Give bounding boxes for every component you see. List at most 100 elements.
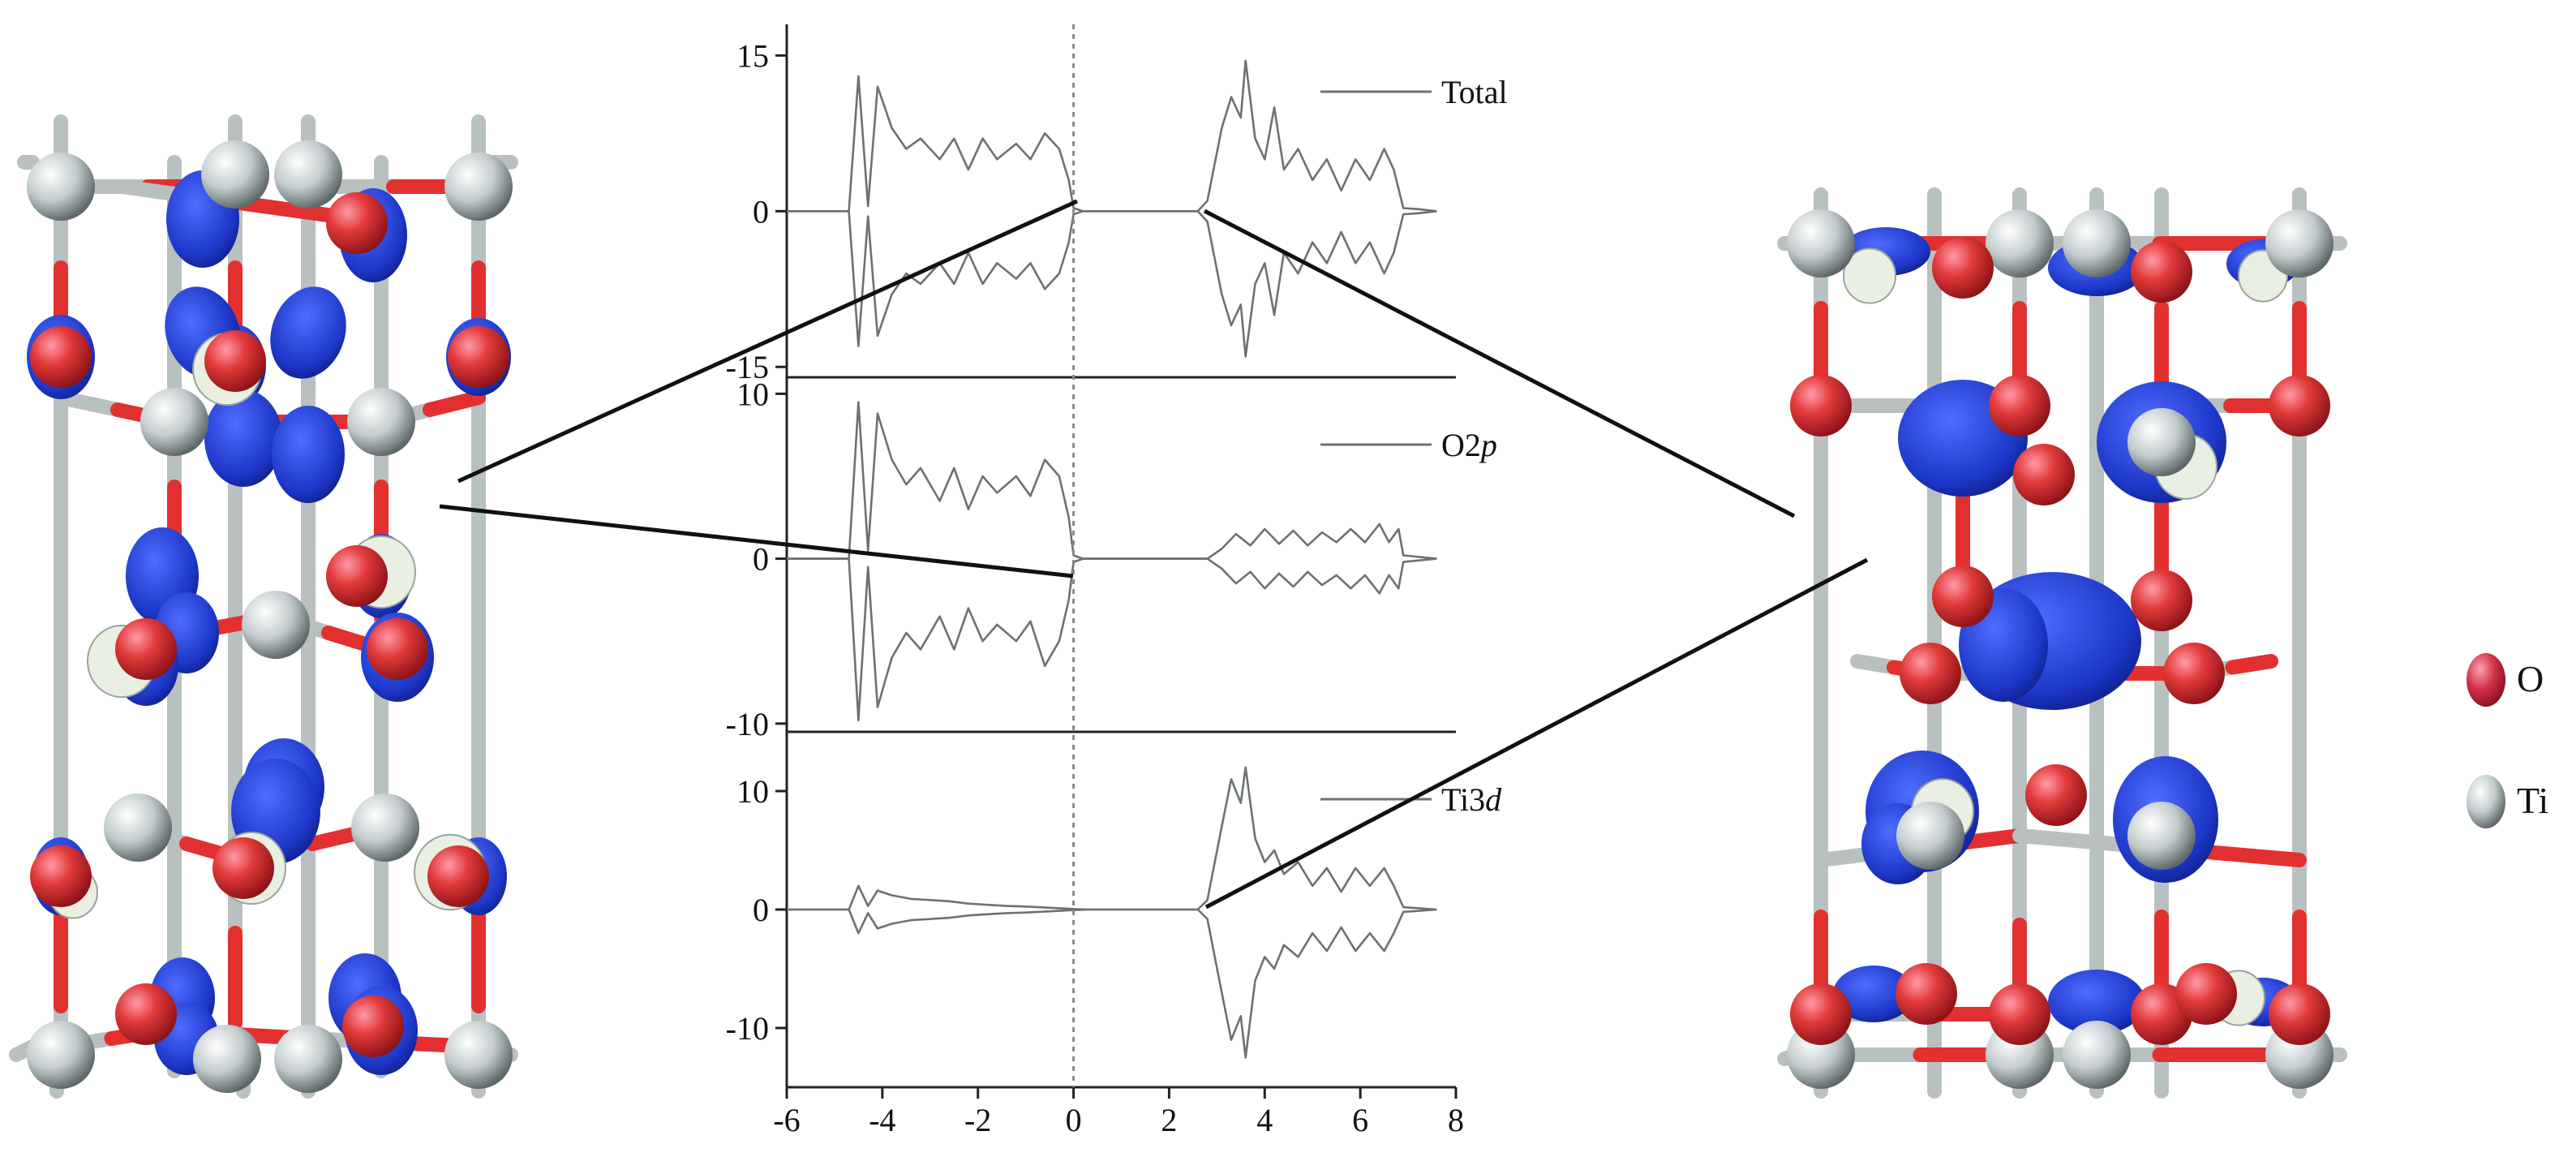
dos-panel-o2p: 10 0 -10 O2p <box>726 376 1497 742</box>
titanium-atom <box>444 1021 513 1089</box>
connector-right-upper <box>1203 209 1796 518</box>
x-tick-label: 8 <box>1448 1102 1464 1138</box>
oxygen-atom <box>1790 375 1852 437</box>
y-tick-label: -10 <box>726 706 769 742</box>
oxygen-atom <box>367 618 428 680</box>
titanium-atom <box>1986 209 2054 277</box>
oxygen-atom <box>326 545 388 607</box>
right-crystal-structure <box>1777 187 2347 1099</box>
x-tick-label: 6 <box>1352 1102 1368 1138</box>
oxygen-atom <box>1896 963 1957 1025</box>
y-tick-label: -10 <box>726 1010 769 1047</box>
left-crystal-structure <box>9 114 518 1099</box>
oxygen-atom <box>30 326 92 388</box>
oxygen-atom <box>30 845 92 907</box>
oxygen-atom <box>1989 983 2050 1045</box>
oxygen-atom <box>204 330 266 392</box>
titanium-atom <box>201 140 269 209</box>
oxygen-atom <box>1932 237 1994 299</box>
y-tick-label: 10 <box>736 773 769 810</box>
connector-left-upper <box>457 199 1079 484</box>
x-tick-label: -4 <box>869 1102 895 1138</box>
connector-right-lower <box>1204 557 1869 910</box>
dos-curve-spin-up <box>787 766 1437 911</box>
bond <box>423 390 486 417</box>
oxygen-legend-icon <box>2467 653 2505 707</box>
y-tick-label: 15 <box>736 37 769 74</box>
oxygen-atom <box>2269 375 2330 437</box>
legend-label: Total <box>1441 74 1508 110</box>
titanium-atom <box>242 591 310 659</box>
y-tick-label: 10 <box>736 376 769 412</box>
oxygen-atom <box>2131 241 2192 303</box>
oxygen-atom <box>448 326 509 388</box>
oxygen-atom <box>2269 983 2330 1045</box>
titanium-atom <box>351 794 419 862</box>
orbital-shell <box>1843 247 1896 304</box>
orbital-lobe <box>204 389 282 487</box>
oxygen-atom <box>1790 983 1852 1045</box>
bond <box>2225 654 2278 675</box>
legend-label: O2p <box>1441 427 1497 463</box>
oxygen-atom <box>326 192 388 254</box>
titanium-atom <box>274 1025 342 1093</box>
titanium-atom <box>444 153 513 221</box>
titanium-atom <box>27 1021 95 1089</box>
x-tick-label: 2 <box>1161 1102 1177 1138</box>
titanium-atom <box>27 153 95 221</box>
oxygen-atom <box>1900 643 1961 704</box>
oxygen-atom <box>2131 570 2192 631</box>
dos-curve-spin-down <box>787 210 1437 358</box>
titanium-atom <box>104 794 172 862</box>
dos-curve-spin-up <box>787 59 1437 213</box>
orbital-lobe <box>270 286 346 379</box>
connector-left-lower <box>439 504 1074 578</box>
titanium-atom <box>193 1025 261 1093</box>
oxygen-atom <box>1989 375 2050 437</box>
oxygen-atom <box>115 618 177 680</box>
dos-curve-spin-up <box>787 401 1437 560</box>
orbital-lobe <box>2048 970 2145 1034</box>
titanium-atom <box>1896 802 1964 870</box>
dos-curve-spin-down <box>787 908 1437 1059</box>
oxygen-atom <box>2175 963 2237 1025</box>
orbital-lobe <box>272 406 345 503</box>
titanium-atom <box>2265 209 2333 277</box>
oxygen-atom <box>1932 566 1994 627</box>
oxygen-atom <box>2025 764 2087 826</box>
oxygen-legend-label: O <box>2517 658 2544 699</box>
legend-label: Ti3d <box>1441 781 1502 818</box>
oxygen-atom <box>115 983 177 1045</box>
oxygen-atom <box>427 845 489 907</box>
titanium-atom <box>347 388 415 456</box>
energy-axis: -6 -4 -2 0 2 4 6 8 <box>773 1087 1464 1138</box>
titanium-atom <box>2127 408 2196 476</box>
atom-legend: O Ti <box>2467 653 2548 828</box>
y-tick-label: 0 <box>753 193 769 230</box>
oxygen-atom <box>2013 444 2075 505</box>
y-tick-label: 0 <box>753 892 769 928</box>
titanium-legend-icon <box>2467 775 2505 828</box>
titanium-atom <box>140 388 208 456</box>
titanium-atom <box>274 140 342 209</box>
oxygen-atom <box>342 996 404 1057</box>
titanium-atom <box>2063 1021 2131 1089</box>
x-tick-label: -6 <box>773 1102 800 1138</box>
x-tick-label: -2 <box>964 1102 991 1138</box>
x-tick-label: 4 <box>1256 1102 1273 1138</box>
titanium-atom <box>1787 209 1855 277</box>
titanium-atom <box>2063 209 2131 277</box>
dos-panel-ti3d: 10 0 -10 Ti3d <box>726 732 1502 1089</box>
titanium-legend-label: Ti <box>2517 780 2548 821</box>
bond <box>54 390 125 417</box>
oxygen-atom <box>213 837 274 899</box>
orbital-lobe <box>1833 966 1914 1022</box>
titanium-atom <box>2127 802 2196 870</box>
connector-lines <box>439 199 1869 910</box>
x-tick-label: 0 <box>1066 1102 1082 1138</box>
oxygen-atom <box>2163 643 2225 704</box>
dos-curve-spin-down <box>787 557 1437 722</box>
y-tick-label: 0 <box>753 541 769 578</box>
